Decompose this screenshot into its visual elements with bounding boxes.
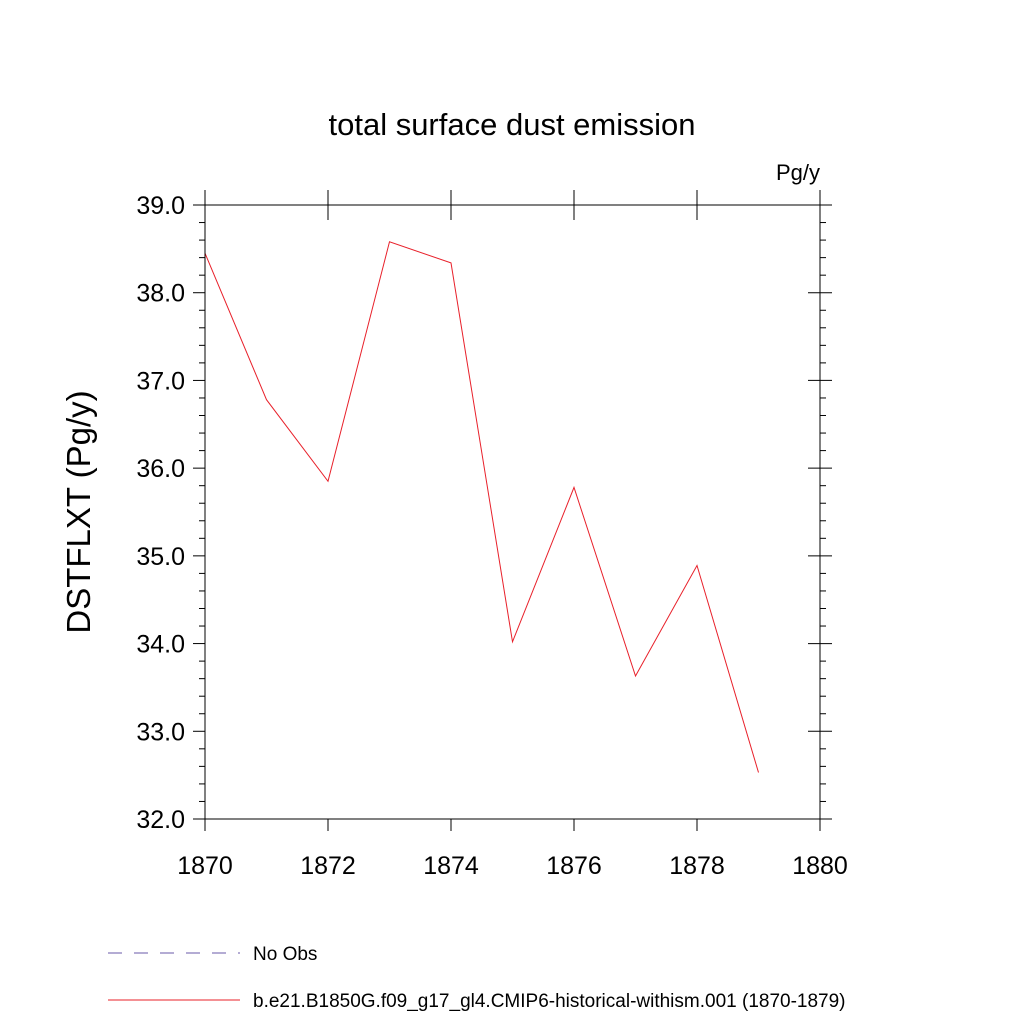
legend-label-historical: b.e21.B1850G.f09_g17_gl4.CMIP6-historica… — [253, 991, 846, 1012]
x-tick-label: 1876 — [546, 852, 602, 880]
y-tick-label: 39.0 — [136, 192, 185, 220]
y-tick-label: 34.0 — [136, 631, 185, 659]
units-label: Pg/y — [776, 160, 820, 185]
legend: No Obs b.e21.B1850G.f09_g17_gl4.CMIP6-hi… — [108, 944, 846, 1012]
y-tick-label: 33.0 — [136, 718, 185, 746]
x-tick-label: 1872 — [300, 852, 356, 880]
legend-label-no-obs: No Obs — [253, 944, 317, 965]
axis-tick-labels: 32.0 33.0 34.0 35.0 36.0 37.0 38.0 39.0 1870 1872… — [136, 192, 847, 880]
chart-title: total surface dust emission — [328, 107, 695, 142]
plot-frame — [204, 204, 821, 820]
x-tick-label: 1874 — [423, 852, 479, 880]
y-tick-label: 32.0 — [136, 806, 185, 834]
axis-ticks — [193, 190, 832, 831]
series-layer — [204, 241, 759, 773]
y-tick-label: 38.0 — [136, 280, 185, 308]
y-tick-label: 35.0 — [136, 543, 185, 571]
series-line — [204, 241, 759, 773]
x-tick-label: 1878 — [669, 852, 725, 880]
x-tick-label: 1880 — [792, 852, 848, 880]
x-tick-label: 1870 — [177, 852, 233, 880]
y-tick-label: 37.0 — [136, 367, 185, 395]
y-tick-label: 36.0 — [136, 455, 185, 483]
y-axis-label: DSTFLXT (Pg/y) — [60, 390, 97, 633]
